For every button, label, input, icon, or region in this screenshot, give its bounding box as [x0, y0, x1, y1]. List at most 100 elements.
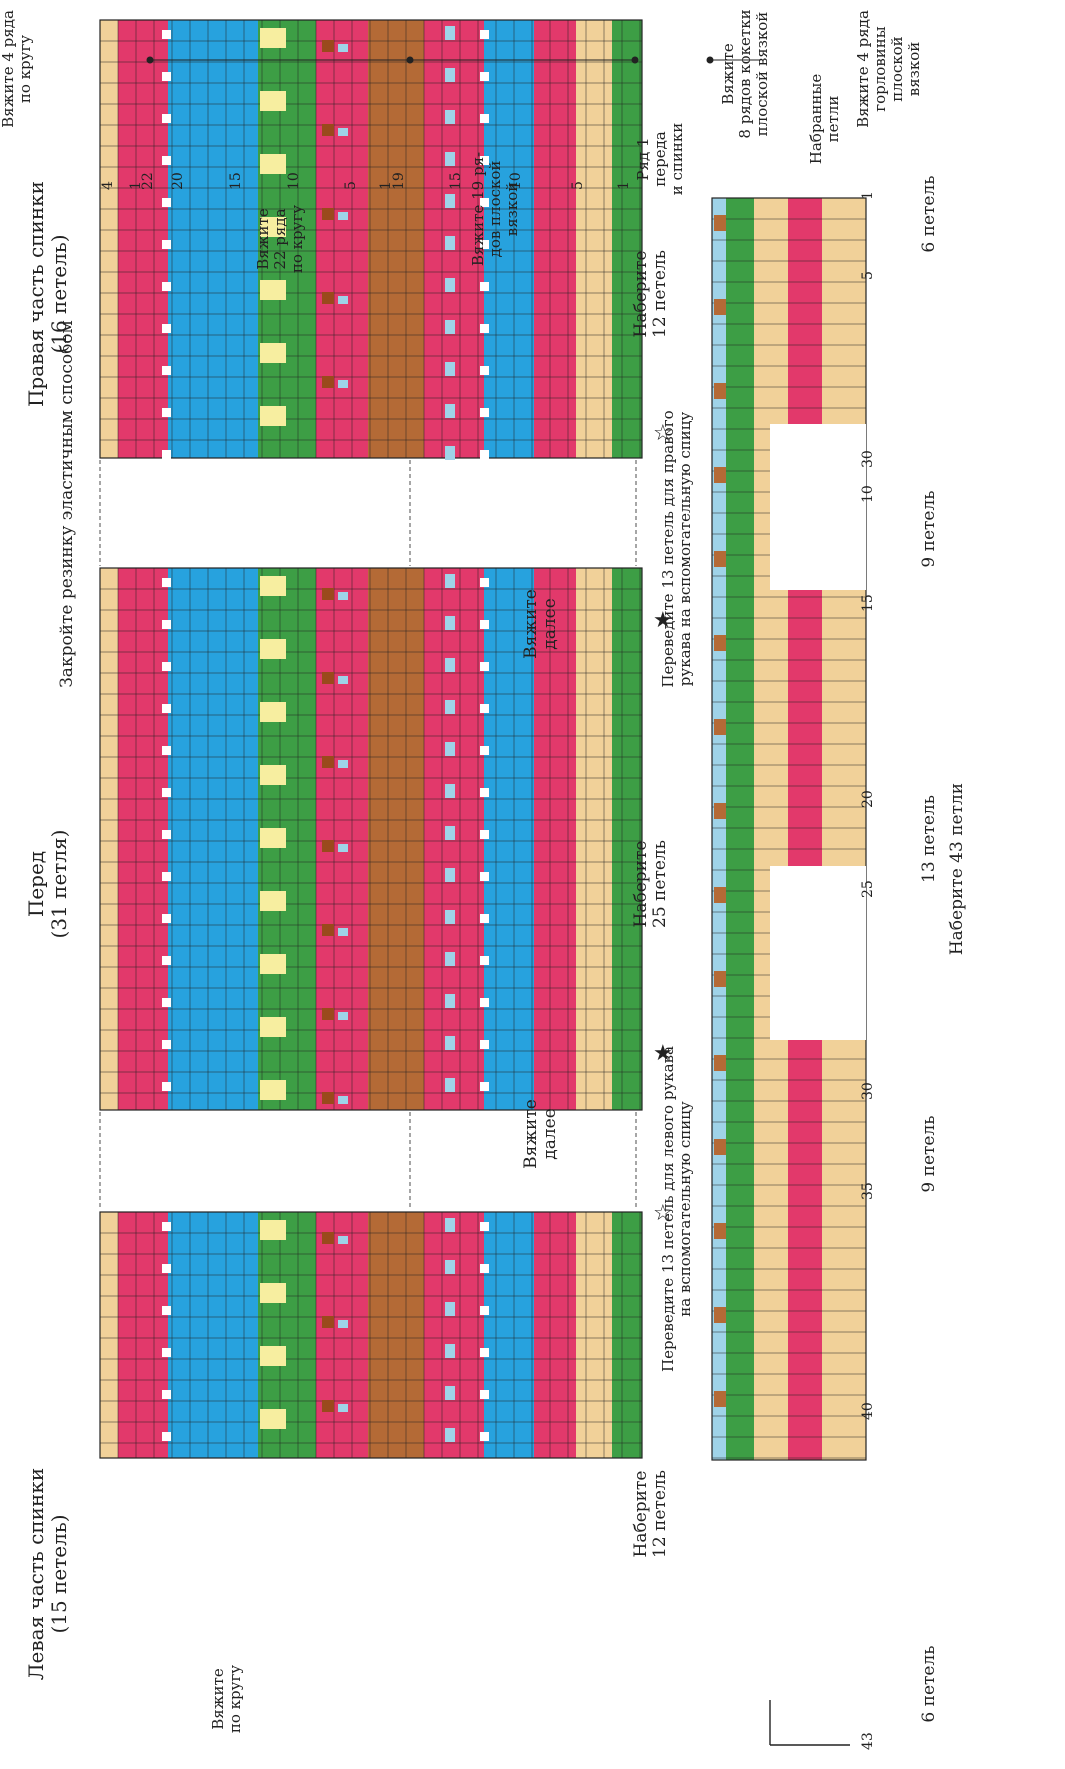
row-number: 4 — [100, 181, 116, 190]
right-back-panel-spot — [660, 366, 669, 375]
front-panel-spot — [162, 956, 171, 965]
right-back-panel-spot — [480, 324, 489, 333]
left-back-panel-spot — [480, 1264, 489, 1273]
left-back-panel-rust-dot — [322, 1232, 334, 1244]
left-back-panel-wave-dot — [445, 1344, 455, 1358]
left-back-panel-spot — [480, 1390, 489, 1399]
front-panel-band-3 — [212, 568, 258, 1110]
front-panel-spot — [162, 578, 171, 587]
right-back-panel-blue-dot — [338, 44, 348, 52]
right-back-panel-wave-dot — [445, 194, 455, 208]
left-back-panel-spot — [660, 1306, 669, 1315]
front-panel-blue-dot — [338, 1096, 348, 1104]
right-back-panel-band-9 — [534, 20, 576, 458]
stitch-number: 25 — [860, 880, 876, 898]
front-panel-spot — [660, 956, 669, 965]
yoke-brown-marker — [714, 383, 726, 399]
stitches-6-bottom-label: 6 петель — [919, 1629, 939, 1739]
yoke-brown-marker — [714, 1055, 726, 1071]
star-filled: ★ — [653, 1041, 673, 1066]
front-panel-spot — [660, 704, 669, 713]
yoke-brown-marker — [714, 299, 726, 315]
front-panel-yellow-motif — [260, 639, 286, 659]
right-back-panel-wave-dot — [445, 404, 455, 418]
right-back-panel-spot — [162, 30, 171, 39]
front-panel-border — [99, 567, 643, 1111]
row-number: 20 — [170, 172, 186, 190]
row-number: 22 — [140, 172, 156, 190]
front-panel-wave-dot — [445, 952, 455, 966]
front-panel-yellow-motif — [260, 702, 286, 722]
right-back-panel-yellow-motif — [260, 154, 286, 174]
cast-on-12-right-note: Наберите 12 петель — [631, 250, 670, 338]
yoke-brown-marker — [714, 971, 726, 987]
row-number: 10 — [508, 172, 524, 190]
stitch-number: 43 — [860, 1732, 876, 1750]
front-panel-band-6 — [368, 568, 424, 1110]
left-back-panel-band-6 — [368, 1212, 424, 1458]
stitches-13-label: 13 петель — [919, 784, 939, 894]
front-panel-rust-dot — [322, 1008, 334, 1020]
stitches-9-top-label: 9 петель — [919, 474, 939, 584]
front-panel-yellow-motif — [260, 891, 286, 911]
left-back-panel-spot — [162, 1306, 171, 1315]
stitches-9-bottom-label: 9 петель — [919, 1099, 939, 1209]
right-back-panel-yellow-motif — [260, 280, 286, 300]
front-panel-spot — [480, 872, 489, 881]
front-panel-rust-dot — [322, 1092, 334, 1104]
left-back-panel-wave-dot — [445, 1428, 455, 1442]
right-back-panel-spot — [162, 450, 171, 459]
yoke-brown-marker — [714, 467, 726, 483]
front-panel-spot — [480, 1040, 489, 1049]
right-back-panel-spot — [480, 156, 489, 165]
front-panel-spot — [480, 746, 489, 755]
right-back-panel-spot — [480, 282, 489, 291]
right-back-panel-spot — [660, 408, 669, 417]
left-back-panel-spot — [162, 1264, 171, 1273]
front-panel-band-1 — [118, 568, 168, 1110]
left-back-panel-yellow-motif — [260, 1220, 286, 1240]
right-back-panel-spot — [162, 198, 171, 207]
front-panel-blue-dot — [338, 928, 348, 936]
stitch-number: 30 — [860, 1082, 876, 1100]
star-open: ☆ — [653, 1201, 673, 1226]
front-panel-spot — [480, 620, 489, 629]
stitch-number: 1 — [860, 191, 876, 200]
right-back-panel-blue-dot — [338, 296, 348, 304]
right-back-panel-rust-dot — [322, 40, 334, 52]
left-back-panel-spot — [660, 1348, 669, 1357]
right-back-panel-wave-dot — [445, 68, 455, 82]
right-back-panel-border — [99, 19, 643, 459]
transfer-right-sleeve-note: Переведите 13 петель для правого рукава … — [659, 410, 694, 688]
cast-on-25-note: Наберите 25 петель — [631, 840, 670, 928]
stitch-number: 15 — [860, 594, 876, 612]
front-panel-wave-dot — [445, 994, 455, 1008]
right-back-panel-band-6 — [368, 20, 424, 458]
knit-8-yoke-note: Вяжите 8 рядов кокетки плоской вязкой — [719, 9, 771, 139]
yoke-band-2 — [754, 198, 788, 1460]
front-panel-spot — [162, 1082, 171, 1091]
left-back-panel-spot — [660, 1222, 669, 1231]
stitch-number: 30 — [860, 450, 876, 468]
front-panel-blue-dot — [338, 1012, 348, 1020]
front-panel-wave-dot — [445, 826, 455, 840]
knit-22-round-note: Вяжите 22 ряда по кругу — [254, 204, 306, 274]
right-back-panel-yellow-motif — [260, 91, 286, 111]
right-back-panel-band-3 — [212, 20, 258, 458]
front-panel-spot — [480, 788, 489, 797]
front-panel-wave-dot — [445, 784, 455, 798]
front-panel-spot — [660, 998, 669, 1007]
front-panel-rust-dot — [322, 924, 334, 936]
yoke-brown-marker — [714, 635, 726, 651]
right-back-panel-spot — [480, 408, 489, 417]
front-panel-rust-dot — [322, 588, 334, 600]
front-panel-spot — [480, 704, 489, 713]
left-back-panel-border — [99, 1211, 643, 1459]
front-panel-wave-dot — [445, 574, 455, 588]
right-back-panel-band-1 — [118, 20, 168, 458]
right-back-panel-spot — [480, 114, 489, 123]
right-back-panel-spot — [480, 30, 489, 39]
right-back-panel-spot — [660, 156, 669, 165]
